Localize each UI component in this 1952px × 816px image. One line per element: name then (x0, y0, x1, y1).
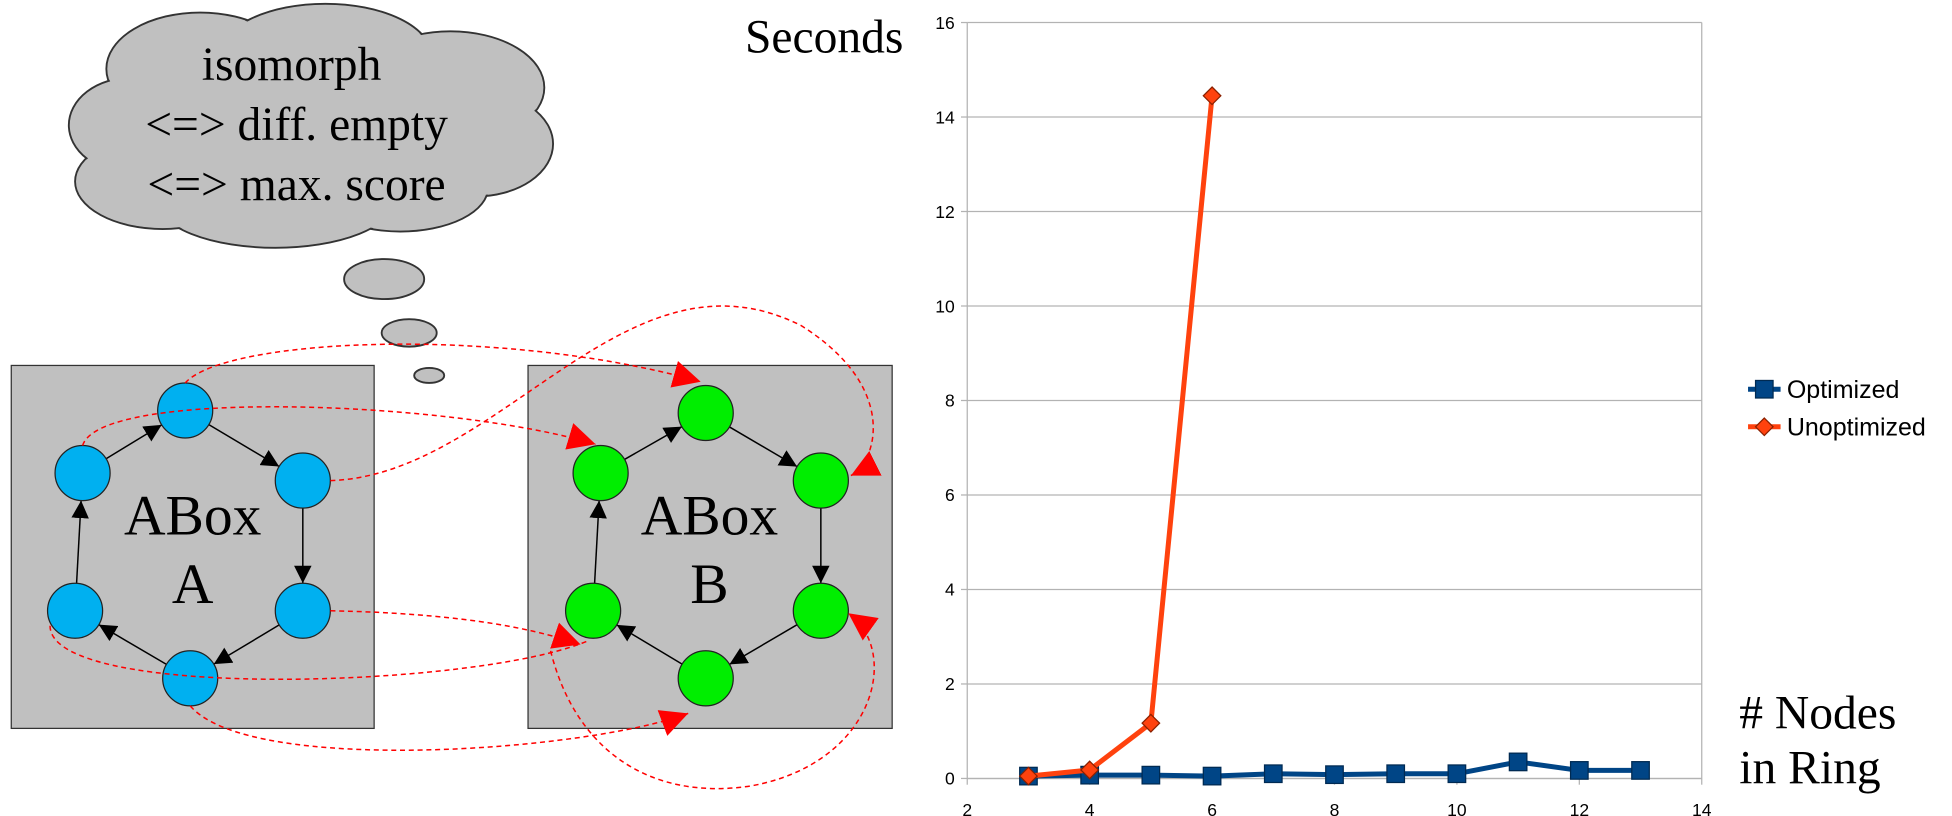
cloud-text: <=> diff. empty (145, 99, 448, 151)
y-axis-label: Seconds (745, 12, 903, 64)
data-point (1571, 762, 1589, 780)
y-tick-label: 12 (935, 202, 954, 222)
x-axis-label: in Ring (1739, 742, 1880, 794)
data-point (1142, 766, 1160, 784)
node (793, 583, 848, 638)
page: {"diagram": {"cloud": ["isomorph", "<=> … (0, 0, 1952, 816)
node (275, 583, 330, 638)
box-label: A (172, 553, 214, 616)
x-tick-label: 8 (1330, 800, 1340, 816)
node (573, 446, 628, 501)
screen: isomorph <=> diff. empty <=> max. score … (0, 0, 1952, 816)
node (678, 385, 733, 440)
cloud: isomorph <=> diff. empty <=> max. score (69, 4, 553, 383)
data-point (1509, 753, 1527, 771)
x-tick-label: 6 (1207, 800, 1217, 816)
legend-label: Unoptimized (1787, 414, 1926, 442)
node (48, 583, 103, 638)
x-tick-label: 12 (1570, 800, 1589, 816)
y-tick-label: 14 (935, 107, 955, 127)
data-point (1387, 765, 1405, 783)
data-point (1448, 765, 1466, 783)
node (158, 383, 213, 438)
x-tick-label: 2 (962, 800, 972, 816)
y-tick-label: 2 (945, 674, 955, 694)
data-point (1326, 766, 1344, 784)
legend-label: Optimized (1787, 376, 1900, 404)
node (793, 453, 848, 508)
y-tick-label: 6 (945, 485, 955, 505)
x-tick-label: 4 (1085, 800, 1095, 816)
box-label: B (690, 553, 728, 616)
data-point (1203, 767, 1221, 785)
series-line (1028, 96, 1212, 776)
node (566, 583, 621, 638)
box-label: ABox (641, 484, 779, 547)
data-point (1203, 87, 1221, 105)
y-tick-label: 10 (935, 296, 955, 316)
legend-marker (1756, 418, 1774, 436)
cloud-text: isomorph (202, 39, 382, 91)
data-point (1632, 762, 1650, 780)
y-tick-label: 0 (945, 769, 955, 789)
cloud-text: <=> max. score (147, 159, 445, 211)
x-tick-label: 14 (1692, 800, 1712, 816)
x-tick-label: 10 (1447, 800, 1467, 816)
y-tick-label: 16 (935, 13, 954, 33)
node (678, 651, 733, 706)
data-point (1265, 765, 1283, 783)
legend-marker (1756, 380, 1774, 398)
x-axis-label: # Nodes (1739, 687, 1896, 739)
node (275, 453, 330, 508)
y-tick-label: 8 (945, 391, 955, 411)
y-tick-label: 4 (945, 580, 955, 600)
box-label: ABox (124, 484, 262, 547)
node (55, 446, 110, 501)
node (163, 651, 218, 706)
